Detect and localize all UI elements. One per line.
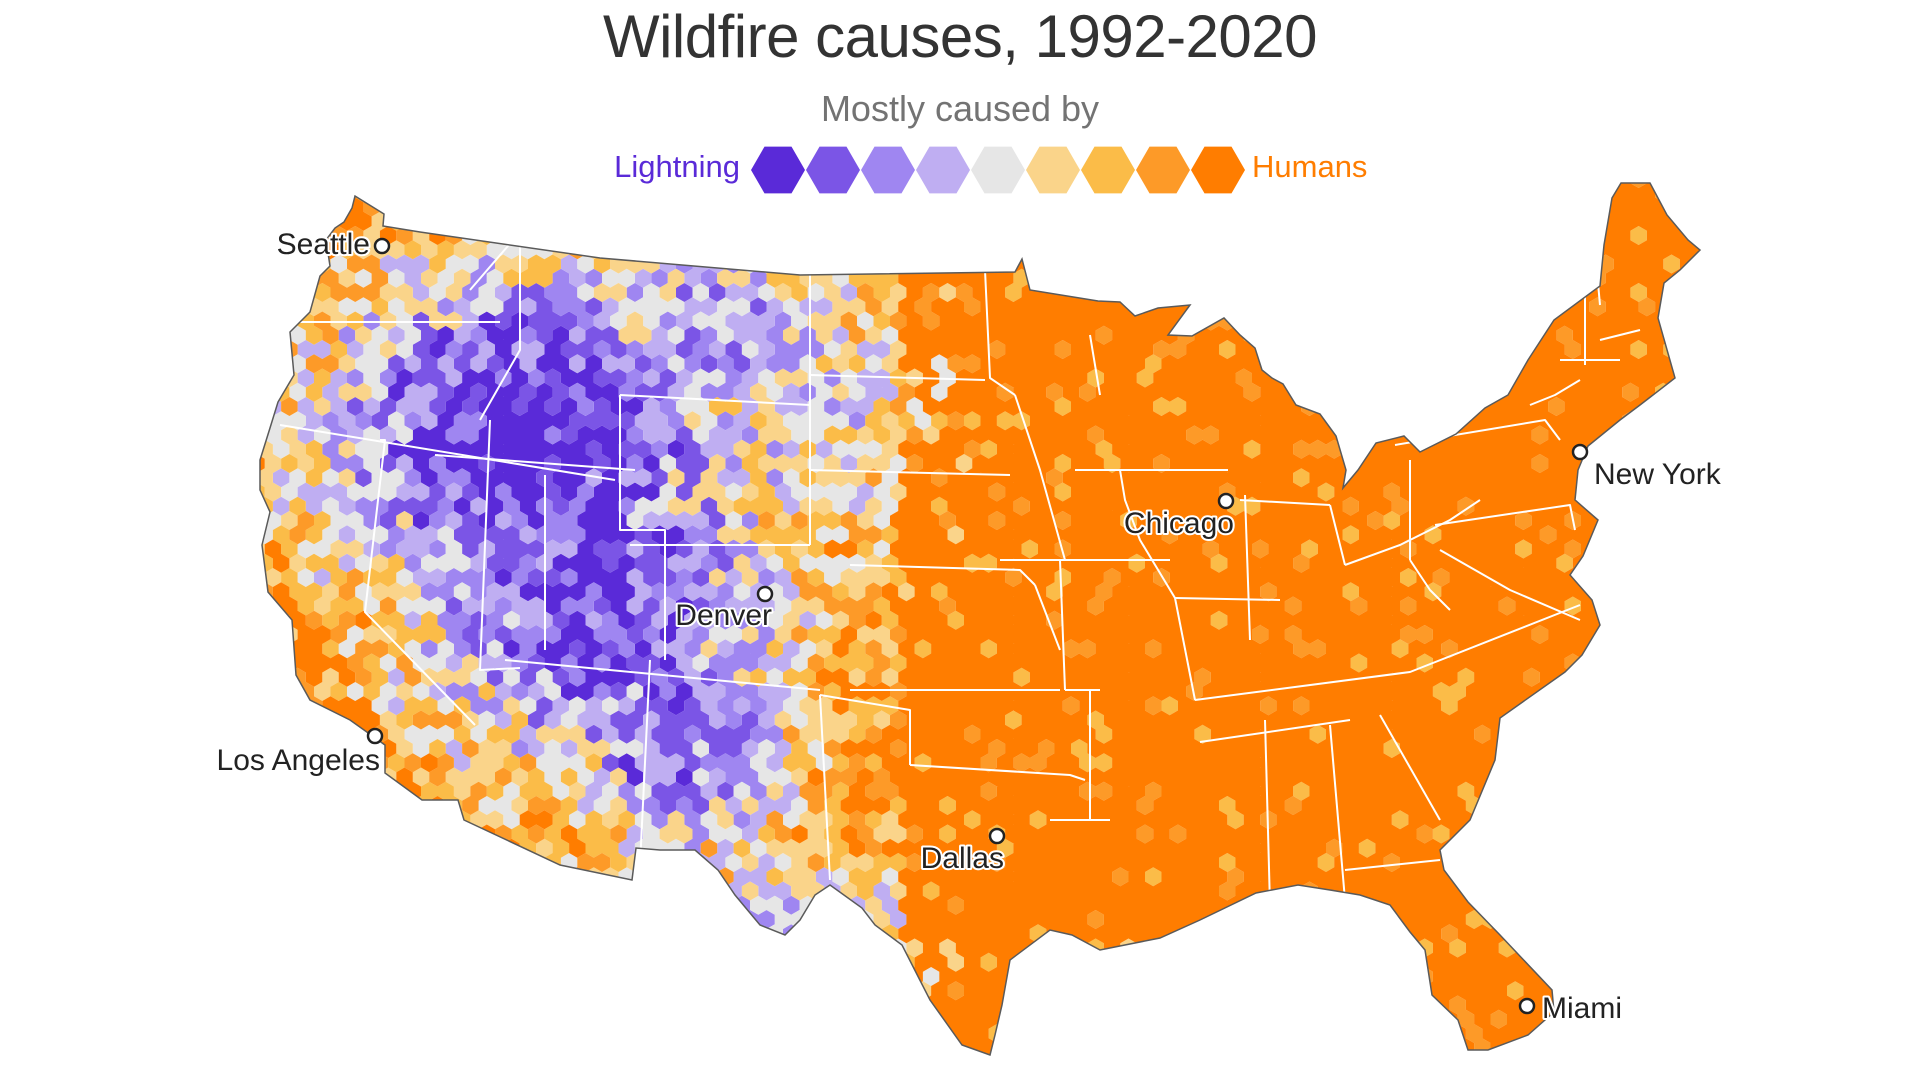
city-marker-dallas: Dallas — [919, 827, 1006, 877]
city-dot — [988, 827, 1006, 845]
color-legend: Lightning Humans — [0, 140, 1920, 200]
city-dot — [1518, 997, 1536, 1015]
city-label: Miami — [1542, 992, 1622, 1025]
legend-label-lightning: Lightning — [614, 149, 740, 184]
city-label: Chicago — [1124, 507, 1234, 540]
legend-swatch — [1026, 146, 1080, 194]
legend-label-humans: Humans — [1252, 149, 1368, 184]
city-marker-seattle: Seattle — [275, 226, 391, 263]
hex-bins-class-1 — [388, 311, 693, 787]
map-title: Wildfire causes, 1992-2020 — [602, 3, 1318, 70]
hex-bins-class-2 — [347, 283, 849, 986]
legend-swatch — [1191, 146, 1245, 194]
city-dot — [1217, 492, 1235, 510]
city-label: Los Angeles — [217, 744, 380, 777]
city-marker-chicago: Chicago — [1122, 492, 1236, 542]
city-label: Denver — [675, 599, 772, 632]
legend-swatch — [751, 146, 805, 194]
city-label: Seattle — [277, 228, 370, 261]
legend-swatch — [916, 146, 970, 194]
legend-swatch — [806, 146, 860, 194]
hex-bins-class-4 — [264, 211, 907, 1015]
legend-swatch — [971, 146, 1025, 194]
legend-swatch — [1136, 146, 1190, 194]
hex-bins-class-7 — [260, 183, 1700, 1055]
city-dot — [373, 237, 391, 255]
legend-swatch — [1081, 146, 1135, 194]
city-label: Dallas — [921, 842, 1004, 875]
legend-color-scale — [751, 146, 1245, 194]
legend-heading: Mostly caused by — [820, 88, 1100, 129]
city-marker-denver: Denver — [673, 585, 774, 634]
city-dot — [756, 585, 774, 603]
city-marker-new-york: New York — [1571, 443, 1724, 493]
city-marker-los-angeles: Los Angeles — [215, 727, 384, 779]
hex-bins-class-6 — [260, 183, 1343, 1055]
hex-bins-class-3 — [322, 254, 866, 1015]
city-marker-miami: Miami — [1518, 990, 1624, 1027]
legend-swatch — [861, 146, 915, 194]
city-dot — [366, 727, 384, 745]
city-label: New York — [1594, 458, 1722, 491]
hex-bins-class-5 — [260, 183, 1277, 1055]
city-dot — [1571, 443, 1589, 461]
